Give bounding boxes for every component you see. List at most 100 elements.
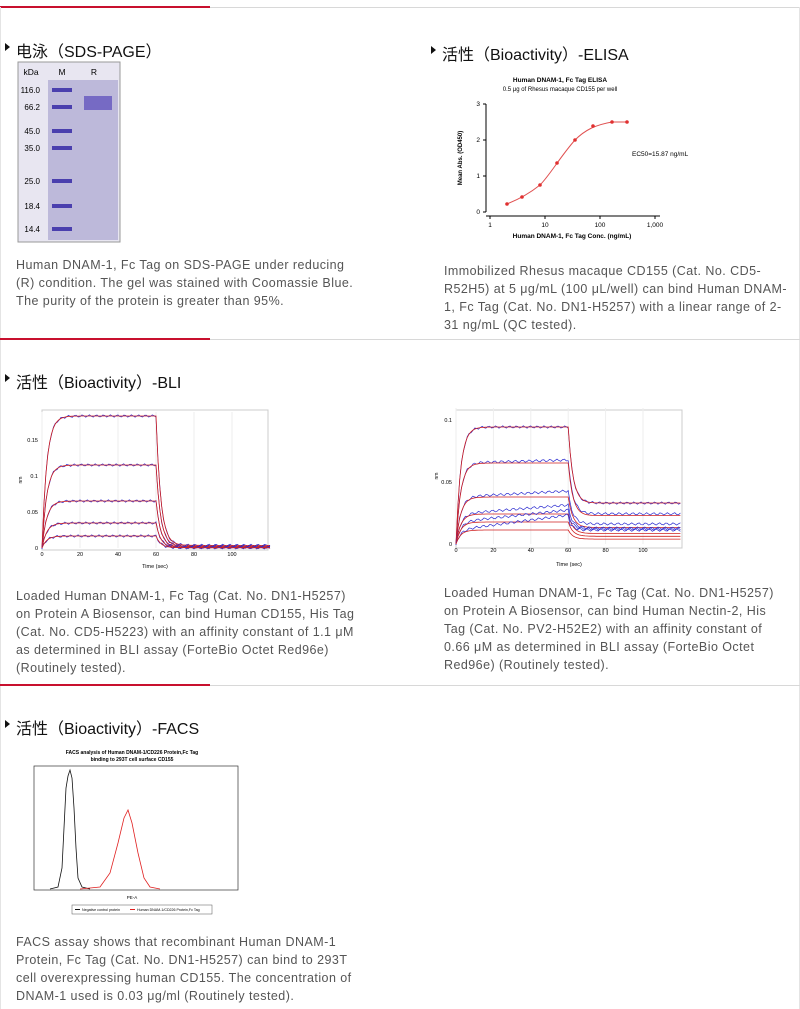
x-axis-label: Time (sec) bbox=[142, 564, 168, 570]
bullet bbox=[431, 46, 436, 54]
y-tick-label: 2 bbox=[476, 137, 480, 144]
x-tick-label: 80 bbox=[191, 552, 197, 558]
y-tick-label: 0 bbox=[449, 542, 452, 548]
y-axis-label: nm bbox=[18, 477, 24, 484]
accent bbox=[0, 338, 210, 340]
y-tick-label: 0.1 bbox=[444, 418, 452, 424]
facs-chart: FACS analysis of Human DNAM-1/CD226 Prot… bbox=[33, 750, 239, 915]
fit-curve bbox=[41, 535, 270, 549]
chart-title: Human DNAM-1, Fc Tag ELISA bbox=[513, 77, 607, 84]
bullet bbox=[5, 374, 10, 382]
x-tick-label: 1 bbox=[488, 222, 492, 229]
x-tick-label: 100 bbox=[595, 222, 606, 229]
x-tick-label: 60 bbox=[153, 552, 159, 558]
marker-label: 18.4 bbox=[24, 202, 40, 211]
section-title: 活性（Bioactivity）-ELISA bbox=[442, 47, 629, 64]
y-axis-label: nm bbox=[434, 473, 440, 480]
x-tick-label: 1,000 bbox=[647, 222, 664, 229]
caption: Immobilized Rhesus macaque CD155 (Cat. N… bbox=[444, 264, 788, 332]
legend-box bbox=[71, 904, 213, 915]
chart-title: binding to 293T cell surface CD155 bbox=[91, 757, 174, 763]
chart-title: FACS analysis of Human DNAM-1/CD226 Prot… bbox=[66, 750, 198, 756]
border bbox=[0, 7, 1, 1009]
fit-curve bbox=[455, 521, 681, 545]
lane-label: R bbox=[91, 67, 97, 77]
sensorgram bbox=[455, 458, 681, 546]
accent bbox=[0, 684, 210, 686]
divider bbox=[0, 339, 800, 340]
points bbox=[505, 120, 629, 206]
x-tick-label: 100 bbox=[227, 552, 236, 558]
accent bbox=[0, 6, 210, 8]
x-tick-label: 40 bbox=[528, 548, 534, 554]
marker-band bbox=[52, 204, 72, 208]
marker-label: 45.0 bbox=[24, 127, 40, 136]
elisa-chart: Human DNAM-1, Fc Tag ELISA 0.5 μg of Rhe… bbox=[458, 77, 689, 240]
histogram-sample bbox=[79, 808, 161, 890]
fit-curve bbox=[455, 513, 681, 545]
marker-label: 25.0 bbox=[24, 177, 40, 186]
caption: Loaded Human DNAM-1, Fc Tag (Cat. No. DN… bbox=[444, 586, 774, 672]
annotation: EC50=15.87 ng/mL bbox=[632, 151, 689, 158]
fit-curve bbox=[41, 415, 270, 549]
caption: FACS assay shows that recombinant Human … bbox=[16, 935, 352, 1003]
bli-chart: nm Time (sec) 0 0.05 0.1 0.15 0 20 40 60 80 100 bbox=[18, 409, 271, 570]
caption: Loaded Human DNAM-1, Fc Tag (Cat. No. DN… bbox=[16, 589, 355, 675]
y-tick-label: 0 bbox=[476, 209, 480, 216]
fit-curve bbox=[506, 121, 627, 205]
bli-chart: nm Time (sec) 0 0.05 0.1 0 20 40 60 80 100 bbox=[434, 408, 683, 568]
marker-band bbox=[52, 129, 72, 133]
x-tick-label: 10 bbox=[541, 222, 549, 229]
plot-frame bbox=[33, 765, 239, 891]
x-tick-label: 60 bbox=[565, 548, 571, 554]
x-axis-label: PE-A bbox=[127, 895, 138, 900]
x-axis-label: Time (sec) bbox=[556, 562, 582, 568]
plot-frame bbox=[41, 409, 269, 551]
sensorgram bbox=[455, 513, 681, 543]
y-tick-label: 0.15 bbox=[27, 438, 38, 444]
marker-label: 35.0 bbox=[24, 144, 40, 153]
divider bbox=[0, 685, 800, 686]
y-tick-label: 1 bbox=[476, 173, 480, 180]
divider bbox=[0, 7, 800, 8]
marker-label: 14.4 bbox=[24, 225, 40, 234]
histogram-negative bbox=[49, 768, 91, 890]
y-tick-label: 3 bbox=[476, 101, 480, 108]
x-tick-label: 40 bbox=[115, 552, 121, 558]
caption: Human DNAM-1, Fc Tag on SDS-PAGE under r… bbox=[16, 258, 354, 308]
gel-band bbox=[84, 96, 112, 110]
y-tick-label: 0.05 bbox=[27, 510, 38, 516]
x-axis-label: Human DNAM-1, Fc Tag Conc. (ng/mL) bbox=[513, 233, 632, 240]
section-title: 电泳（SDS-PAGE） bbox=[16, 44, 162, 61]
y-tick-label: 0 bbox=[35, 546, 38, 552]
fit-curve bbox=[455, 529, 681, 545]
legend-entry: Negative control protein bbox=[82, 908, 120, 912]
gel-image: kDa M R 116.0 66.2 45.0 35.0 25.0 18.4 14.4 bbox=[17, 61, 121, 243]
legend-entry: Human DNAM-1/CD226 Protein,Fc Tag bbox=[137, 908, 200, 912]
x-tick-label: 80 bbox=[603, 548, 609, 554]
lane-label: kDa bbox=[23, 67, 38, 77]
marker-band bbox=[52, 227, 72, 231]
fit-curve bbox=[455, 426, 681, 545]
sensorgram bbox=[41, 534, 271, 550]
bullet bbox=[5, 43, 10, 51]
marker-band bbox=[52, 88, 72, 92]
x-tick-label: 20 bbox=[490, 548, 496, 554]
y-tick-label: 0.05 bbox=[441, 480, 452, 486]
marker-band bbox=[52, 146, 72, 150]
bullet bbox=[5, 720, 10, 728]
chart-subtitle: 0.5 μg of Rhesus macaque CD155 per well bbox=[503, 87, 618, 93]
x-tick-label: 100 bbox=[638, 548, 647, 554]
section-title: 活性（Bioactivity）-BLI bbox=[16, 375, 182, 392]
fit-curve bbox=[455, 462, 681, 545]
section-title: 活性（Bioactivity）-FACS bbox=[16, 721, 200, 738]
y-tick-label: 0.1 bbox=[30, 474, 38, 480]
x-tick-label: 0 bbox=[454, 548, 457, 554]
marker-label: 116.0 bbox=[21, 86, 41, 95]
x-tick-label: 20 bbox=[77, 552, 83, 558]
marker-band bbox=[52, 179, 72, 183]
marker-band bbox=[52, 105, 72, 109]
sensorgram bbox=[455, 508, 681, 544]
marker-label: 66.2 bbox=[24, 103, 40, 112]
